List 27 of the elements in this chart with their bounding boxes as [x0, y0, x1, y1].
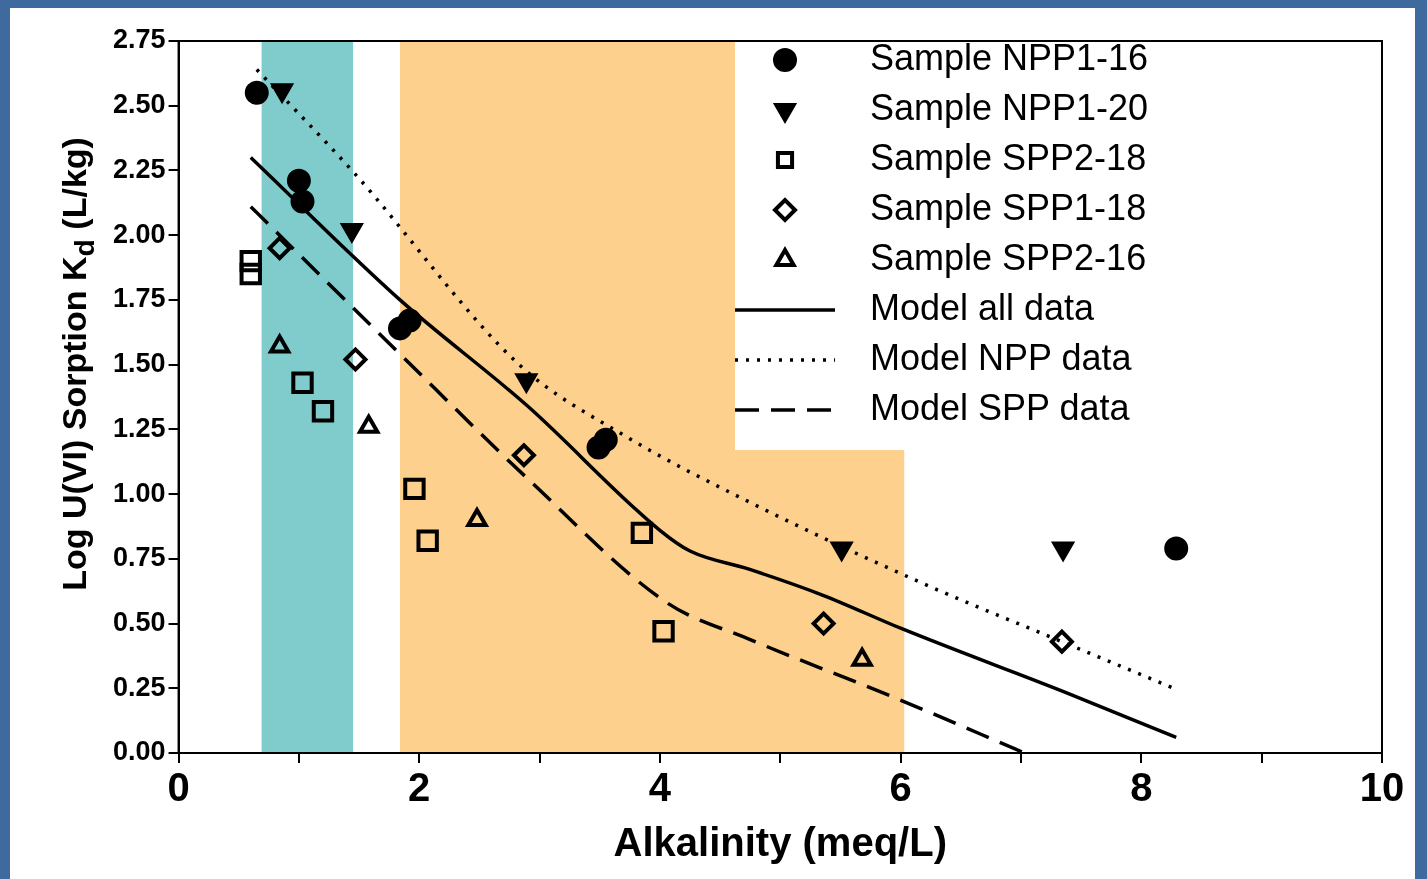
- y-tick-label: 0.75: [112, 542, 166, 573]
- x-tick-label: 8: [1130, 765, 1153, 810]
- x-tick-label: 4: [648, 765, 672, 810]
- legend-label: Sample SPP2-18: [870, 136, 1147, 178]
- y-tick-label: 2.00: [112, 218, 166, 249]
- legend-label: Sample SPP1-18: [870, 186, 1147, 228]
- y-tick-label: 2.75: [112, 24, 166, 55]
- y-tick-label: 1.25: [112, 412, 166, 443]
- y-tick-label: 0.25: [112, 671, 166, 702]
- y-tick-label: 1.50: [112, 348, 166, 379]
- x-tick-label: 2: [408, 765, 431, 810]
- y-tick-label: 1.75: [112, 283, 166, 314]
- y-tick-label: 2.50: [112, 89, 166, 120]
- legend-label: Sample SPP2-16: [870, 236, 1147, 278]
- x-tick-label: 10: [1359, 765, 1405, 810]
- x-tick-label: 6: [889, 765, 912, 810]
- legend-label: Model SPP data: [870, 386, 1131, 428]
- x-axis-title: Alkalinity (meq/L): [613, 820, 947, 865]
- y-tick-label: 1.00: [112, 477, 166, 508]
- y-tick-label: 0.00: [112, 736, 166, 767]
- legend-label: Sample NPP1-20: [870, 86, 1149, 128]
- y-tick-label: 0.50: [112, 607, 166, 637]
- legend-label: Model all data: [870, 286, 1096, 328]
- x-tick-label: 0: [167, 765, 190, 810]
- legend-label: Model NPP data: [870, 336, 1133, 378]
- y-tick-label: 2.25: [112, 153, 166, 184]
- legend-label: Sample NPP1-16: [870, 36, 1149, 78]
